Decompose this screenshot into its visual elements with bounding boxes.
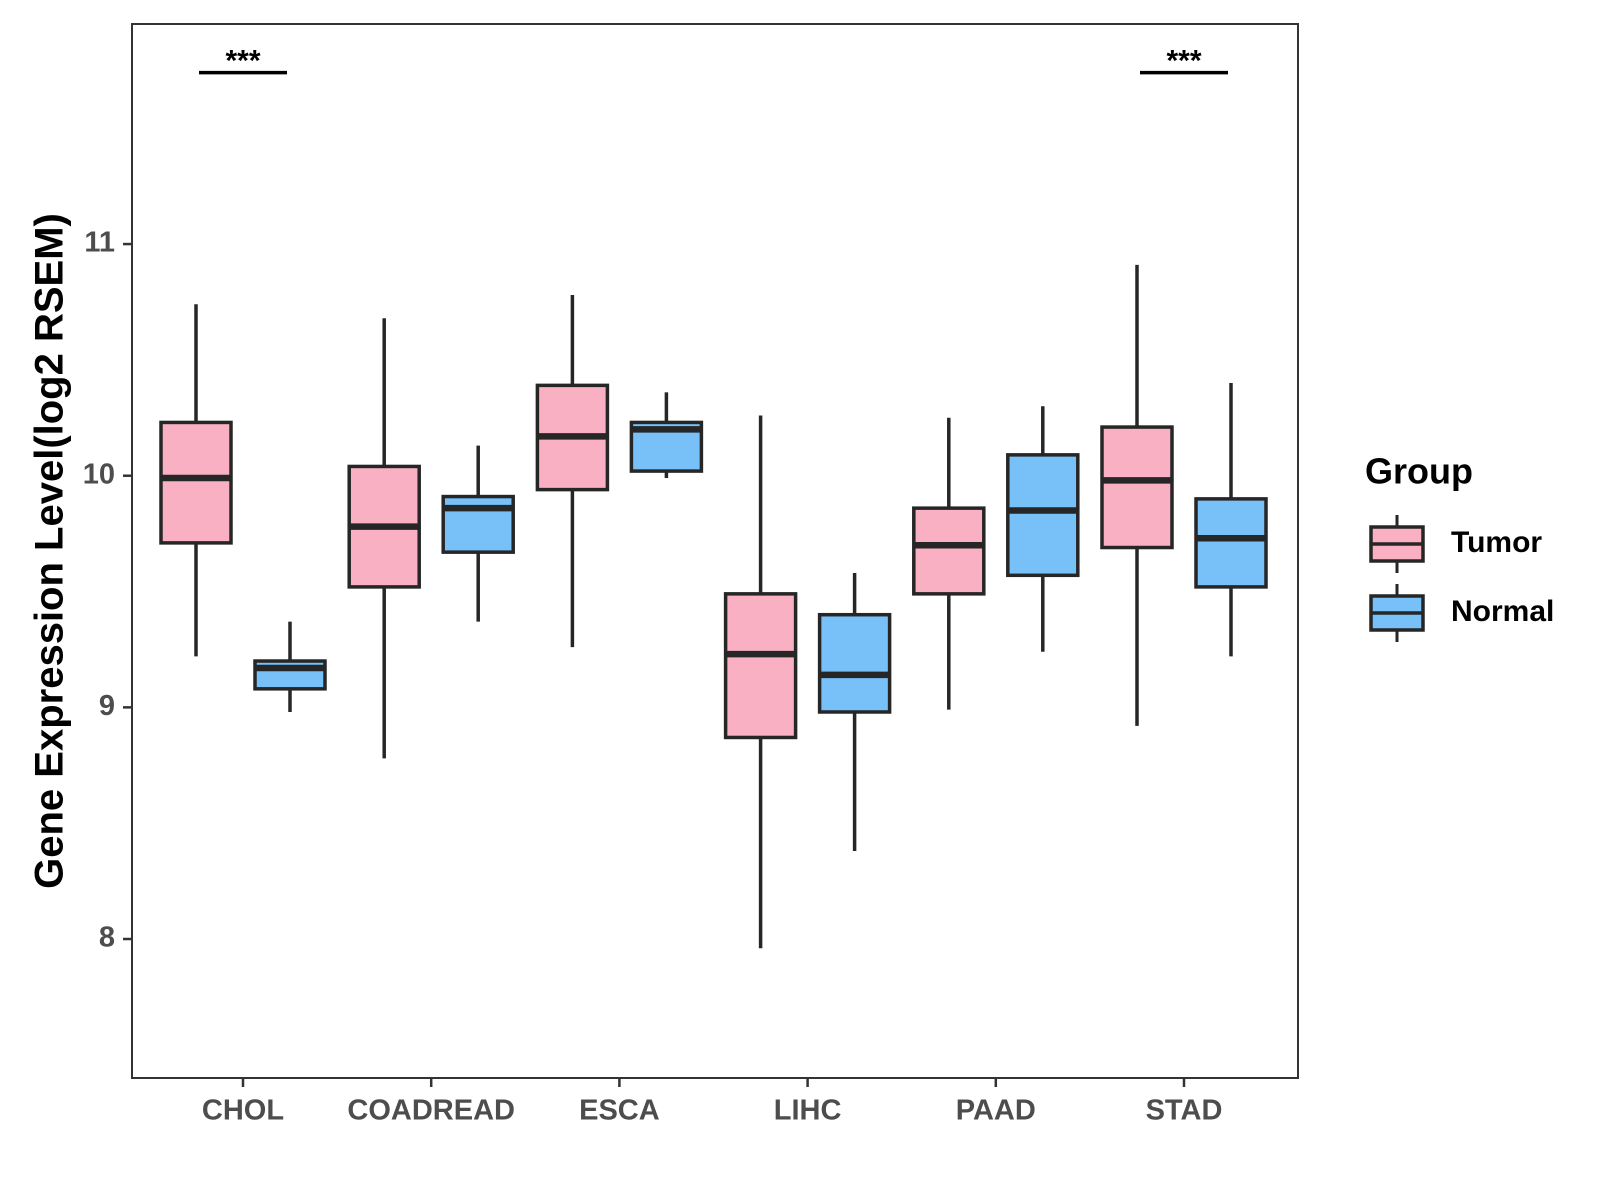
significance-stad: *** (1140, 45, 1228, 78)
box-iqr (912, 506, 986, 596)
x-tick-label: CHOL (202, 1095, 284, 1127)
y-tick-label: 9 (99, 690, 115, 722)
box-iqr (1194, 497, 1268, 589)
legend-entry-normal: Normal (1369, 584, 1554, 642)
x-tick-label: STAD (1146, 1095, 1223, 1127)
significance-chol: *** (199, 45, 287, 78)
box-iqr (1100, 425, 1174, 550)
box-esca-normal (629, 392, 704, 479)
legend-entry-tumor: Tumor (1369, 515, 1542, 573)
box-chol-normal (253, 621, 327, 712)
box-lihc-normal (817, 573, 892, 851)
plot-panel-border (131, 23, 1299, 1079)
y-tick-label: 8 (99, 922, 115, 954)
box-coadread-tumor (347, 318, 421, 759)
x-tick-label: LIHC (774, 1095, 842, 1127)
legend-label: Tumor (1451, 526, 1542, 559)
x-tick-label: PAAD (956, 1095, 1036, 1127)
plot-marks: *** *** (159, 45, 1268, 949)
y-axis: 8 9 10 11 (83, 227, 132, 954)
box-stad-tumor (1100, 264, 1174, 726)
x-tick-label: COADREAD (347, 1095, 515, 1127)
legend: Group Tumor Normal (1365, 451, 1554, 642)
y-tick-label: 10 (83, 458, 115, 490)
box-stad-normal (1194, 383, 1268, 657)
box-paad-normal (1006, 406, 1080, 652)
box-paad-tumor (912, 417, 986, 710)
box-esca-tumor (535, 295, 610, 648)
box-iqr (1006, 453, 1080, 578)
box-iqr (723, 592, 798, 740)
legend-title: Group (1365, 451, 1473, 492)
legend-label: Normal (1451, 595, 1554, 628)
x-tick-label: ESCA (579, 1095, 660, 1127)
box-lihc-tumor (723, 415, 798, 949)
x-axis: CHOL COADREAD ESCA LIHC PAAD STAD (202, 1078, 1222, 1127)
y-axis-title: Gene Expression Level(log2 RSEM) (28, 213, 72, 889)
y-tick-label: 11 (84, 227, 115, 259)
box-coadread-normal (441, 445, 515, 622)
significance-label: *** (1166, 45, 1201, 78)
box-iqr (817, 612, 892, 714)
significance-label: *** (225, 45, 260, 78)
box-iqr (159, 420, 233, 545)
box-chol-tumor (159, 304, 233, 657)
